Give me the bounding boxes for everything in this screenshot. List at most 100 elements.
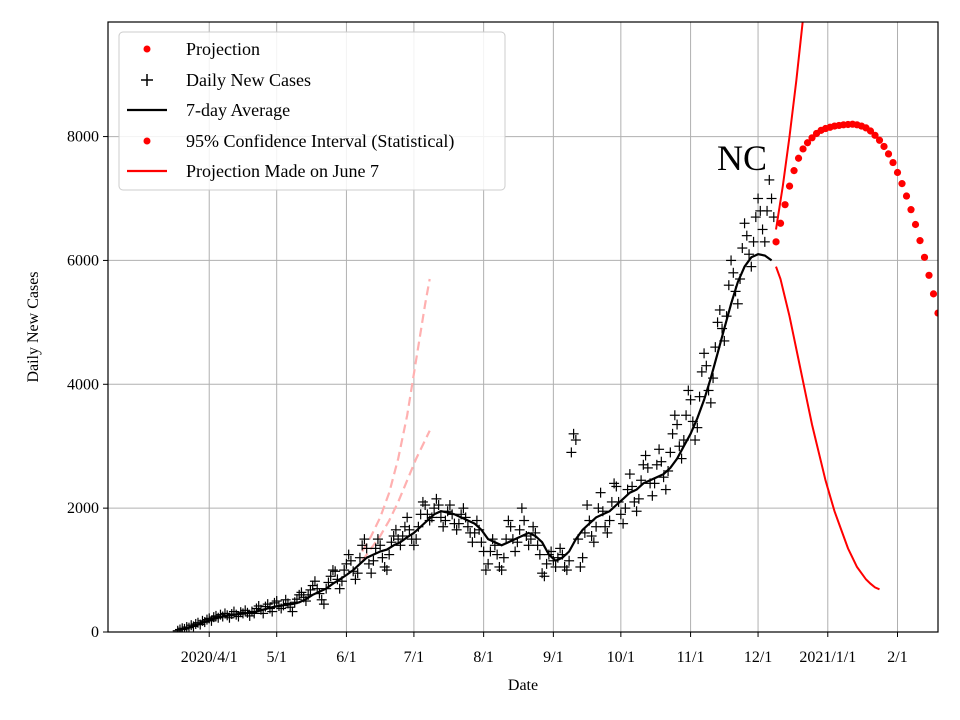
daily-cases-point [384,549,395,560]
daily-cases-point [305,584,316,595]
projection-point [794,154,803,162]
daily-cases-point [631,506,642,517]
daily-cases-point [570,435,581,446]
projection-point [803,139,812,147]
daily-cases-point [534,549,545,560]
daily-cases-point [726,255,737,266]
x-tick-label: 12/1 [744,649,772,666]
daily-cases-point [669,410,680,421]
daily-cases-point [701,360,712,371]
daily-cases-point [577,552,588,563]
daily-cases-point [746,261,757,272]
daily-cases-point [654,444,665,455]
daily-cases-point [510,546,521,557]
daily-cases-point [519,515,530,526]
daily-cases-point [762,205,773,216]
projection-point [772,238,780,246]
legend-daily-cases-marker [141,74,153,86]
daily-cases-point [467,537,478,548]
daily-cases-point [453,518,464,529]
daily-cases-point [615,509,626,520]
daily-cases-point [390,524,401,535]
y-tick-label: 6000 [67,252,99,269]
confidence-interval-line [775,22,804,230]
daily-cases-point [681,410,692,421]
daily-cases-point [539,571,550,582]
daily-cases-point [334,583,345,594]
daily-cases-point [476,537,487,548]
daily-cases-point [174,624,185,632]
june7-lower-bound-line [361,430,431,562]
projection-point [808,134,816,142]
daily-cases-point [683,385,694,396]
projection-point [916,237,924,245]
daily-cases-point [665,447,676,458]
daily-cases-point [498,552,509,563]
daily-cases-point [485,546,496,557]
daily-cases-point [636,475,647,486]
daily-cases-point [352,568,363,579]
legend-confidence-marker [143,137,151,145]
daily-cases-point [699,348,710,359]
projection-point [776,219,785,227]
daily-cases-point [483,558,494,569]
daily-cases-point [649,478,660,489]
daily-cases-point [541,558,552,569]
daily-cases-point [741,230,752,241]
daily-cases-point [404,524,415,535]
daily-cases-point [586,531,597,542]
daily-cases-point [411,534,422,545]
june7-projection-line [775,266,880,591]
daily-cases-point [368,555,379,566]
projection-point [871,131,879,139]
x-tick-label: 6/1 [336,649,356,666]
daily-cases-point [685,394,696,405]
daily-cases-point [620,503,631,514]
daily-cases-point [582,500,593,511]
x-tick-label: 5/1 [266,649,286,666]
daily-cases-point [420,500,431,511]
legend: Projection Daily New Cases 7-day Average… [118,31,506,191]
daily-cases-point [690,435,701,446]
daily-cases-point [372,534,383,545]
daily-cases-point [561,565,572,576]
daily-cases-point [627,481,638,492]
daily-cases-point [656,456,667,467]
daily-cases-point [343,549,354,560]
x-tick-label: 2/1 [887,649,907,666]
daily-cases-point [440,515,451,526]
daily-cases-point [712,317,723,328]
daily-cases-point [602,527,613,538]
daily-cases-point [764,174,775,185]
plot-frame [107,21,939,633]
daily-cases-point [359,534,370,545]
legend-average-label: 7-day Average [186,100,290,120]
daily-cases-point [402,512,413,523]
daily-cases-point [696,366,707,377]
daily-cases-point [732,298,743,309]
projection-point [907,206,915,214]
daily-cases-point [271,596,282,607]
daily-cases-point [345,555,356,566]
daily-cases-point [667,428,678,439]
daily-cases-point [451,524,462,535]
daily-cases-point [618,518,629,529]
projection-point [898,180,906,188]
projection-point [875,136,884,144]
daily-cases-point [503,515,514,526]
daily-cases-point [339,565,350,576]
projection-point [790,167,798,175]
daily-cases-point [555,543,566,554]
legend-box [118,31,506,191]
daily-cases-point [525,534,536,545]
series-layer [172,22,938,632]
daily-cases-point [528,521,539,532]
daily-cases-point [600,521,611,532]
daily-cases-point [591,521,602,532]
daily-cases-point [550,561,561,572]
daily-cases-point [566,447,577,458]
axis-ticks: 2020/4/1 5/1 6/1 7/1 8/1 9/1 10/1 11/1 12/1 2021/… [67,129,908,666]
projection-point [781,201,789,209]
x-tick-label: 2021/1/1 [799,649,856,666]
